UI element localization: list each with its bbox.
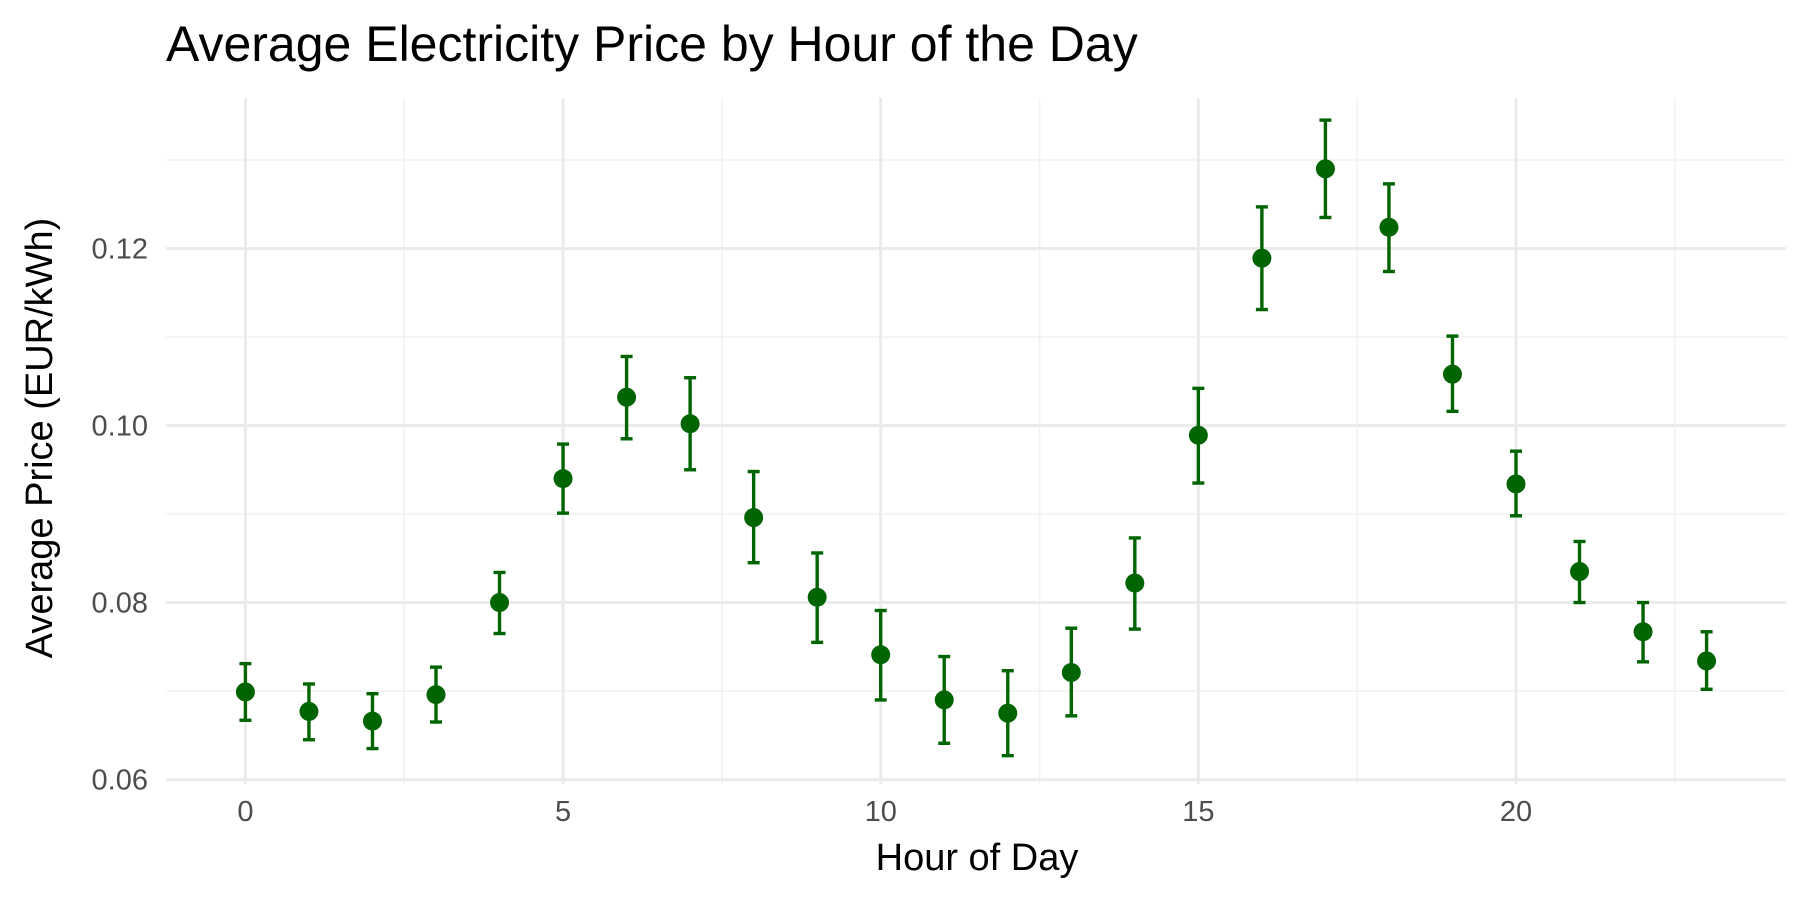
y-tick-label: 0.10 bbox=[92, 411, 148, 443]
data-point bbox=[490, 593, 510, 613]
data-point bbox=[553, 469, 573, 489]
data-point bbox=[1506, 474, 1526, 494]
chart-title: Average Electricity Price by Hour of the… bbox=[166, 16, 1138, 72]
data-point bbox=[1061, 662, 1081, 682]
x-tick-label: 10 bbox=[865, 796, 897, 828]
minor-gridlines bbox=[166, 98, 1786, 784]
data-point bbox=[1379, 217, 1399, 237]
x-tick-label: 5 bbox=[555, 796, 571, 828]
data-point bbox=[426, 685, 446, 705]
data-point bbox=[235, 682, 255, 702]
y-axis-title: Average Price (EUR/kWh) bbox=[19, 218, 61, 659]
y-tick-label: 0.12 bbox=[92, 233, 148, 265]
x-tick-label: 0 bbox=[237, 796, 253, 828]
x-axis-title: Hour of Day bbox=[876, 837, 1079, 879]
data-point bbox=[1188, 425, 1208, 445]
data-point bbox=[1697, 651, 1717, 671]
y-axis-ticks: 0.06 0.08 0.10 0.12 bbox=[92, 233, 148, 796]
data-point bbox=[617, 387, 637, 407]
data-point bbox=[1570, 562, 1590, 582]
data-point bbox=[1442, 364, 1462, 384]
data-point bbox=[934, 690, 954, 710]
data-point bbox=[299, 701, 319, 721]
data-points bbox=[235, 159, 1717, 731]
x-tick-label: 20 bbox=[1500, 796, 1532, 828]
data-point bbox=[680, 414, 700, 434]
x-axis-ticks: 0 5 10 15 20 bbox=[237, 796, 1532, 828]
y-tick-label: 0.08 bbox=[92, 588, 148, 620]
data-point bbox=[1315, 159, 1335, 179]
y-tick-label: 0.06 bbox=[92, 765, 148, 797]
data-point bbox=[744, 508, 764, 528]
x-tick-label: 15 bbox=[1182, 796, 1214, 828]
data-point bbox=[807, 587, 827, 607]
data-point bbox=[871, 645, 891, 665]
error-bars bbox=[239, 118, 1713, 758]
data-point bbox=[998, 703, 1018, 723]
data-point bbox=[1633, 622, 1653, 642]
data-point bbox=[362, 711, 382, 731]
major-gridlines bbox=[166, 98, 1786, 784]
data-point bbox=[1252, 248, 1272, 268]
data-point bbox=[1125, 573, 1145, 593]
